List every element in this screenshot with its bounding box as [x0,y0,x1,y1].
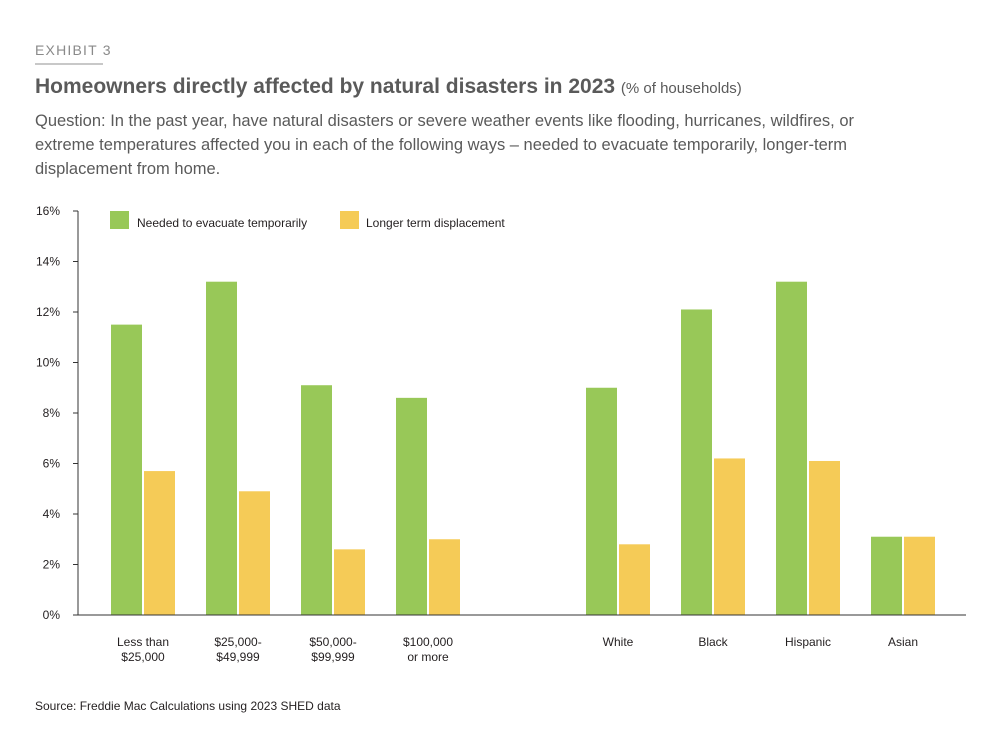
y-tick-label: 12% [36,305,60,319]
survey-question: Question: In the past year, have natural… [35,112,855,178]
bar-displacement [334,549,365,615]
legend-swatch-displacement [340,211,359,229]
y-tick-label: 6% [43,457,61,471]
chart-title-unit: (% of households) [620,80,742,97]
x-category-label: $25,000- [214,635,261,649]
y-tick-label: 0% [43,608,61,622]
bar-displacement [904,536,935,615]
x-category-label: $50,000- [309,635,356,649]
bar-evacuate [586,387,617,615]
bar-displacement [714,458,745,615]
x-category-label: or more [407,650,449,664]
bar-displacement [619,544,650,615]
y-tick-label: 10% [36,356,60,370]
bar-evacuate [396,397,427,615]
y-tick-label: 14% [36,255,60,269]
source-note: Source: Freddie Mac Calculations using 2… [35,699,341,713]
x-category-label: $100,000 [403,635,453,649]
x-category-label: White [603,635,634,649]
legend-label-displacement: Longer term displacement [366,216,505,230]
y-tick-label: 4% [43,507,61,521]
x-category-label: $25,000 [121,650,165,664]
exhibit-label: EXHIBIT 3 [35,42,112,58]
chart-title: Homeowners directly affected by natural … [35,75,742,99]
bar-displacement [239,491,270,615]
bar-evacuate [871,536,902,615]
bar-displacement [144,471,175,615]
chart-title-text: Homeowners directly affected by natural … [35,75,616,98]
bar-evacuate [301,385,332,615]
exhibit-underline [35,63,103,65]
bar-evacuate [681,309,712,615]
x-category-label: $99,999 [311,650,355,664]
x-category-label: $49,999 [216,650,260,664]
bar-displacement [429,539,460,615]
y-tick-label: 2% [43,558,61,572]
legend-swatch-evacuate [110,211,129,229]
y-tick-label: 8% [43,406,61,420]
bar-evacuate [206,281,237,615]
x-category-label: Hispanic [785,635,831,649]
bar-displacement [809,460,840,615]
x-category-label: Less than [117,635,169,649]
x-category-label: Asian [888,635,918,649]
bar-evacuate [111,324,142,615]
y-tick-label: 16% [36,204,60,218]
bar-evacuate [776,281,807,615]
legend-label-evacuate: Needed to evacuate temporarily [137,216,307,230]
x-category-label: Black [698,635,728,649]
